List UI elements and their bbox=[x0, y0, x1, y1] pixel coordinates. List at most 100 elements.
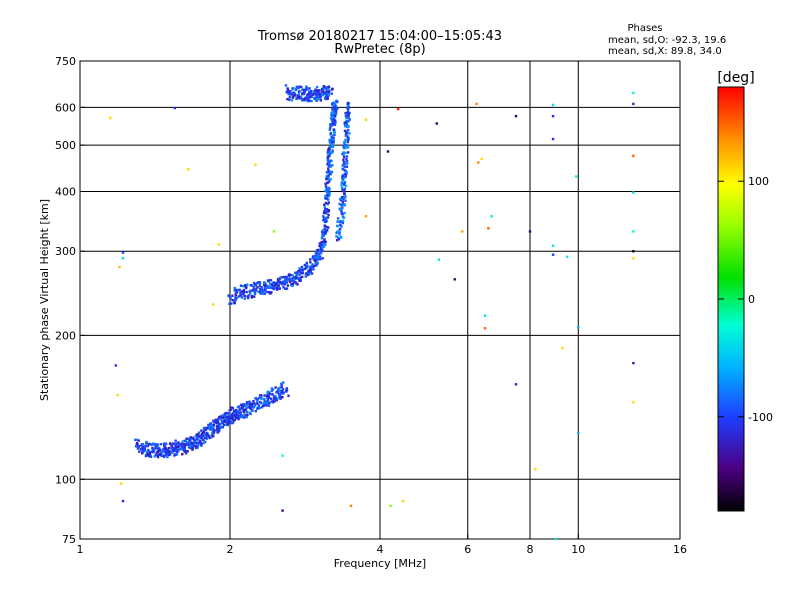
trace-point bbox=[242, 408, 246, 412]
trace-point bbox=[142, 449, 146, 453]
trace-point bbox=[194, 434, 198, 437]
trace-point bbox=[221, 425, 224, 429]
trace-point bbox=[298, 279, 301, 282]
trace-point bbox=[265, 404, 268, 407]
x-axis-ticks: 1 2 4 6 8 10 16 bbox=[77, 534, 687, 556]
trace-point bbox=[283, 282, 287, 285]
trace-point bbox=[324, 185, 328, 188]
trace-point bbox=[256, 402, 259, 405]
trace-point bbox=[309, 93, 312, 96]
scatter-point bbox=[632, 400, 635, 404]
trace-point bbox=[343, 181, 347, 184]
trace-point bbox=[329, 152, 332, 155]
trace-point bbox=[234, 409, 238, 412]
trace-point bbox=[280, 385, 283, 388]
trace-point bbox=[207, 424, 210, 427]
trace-point bbox=[315, 89, 318, 92]
trace-point bbox=[323, 228, 326, 231]
trace-point bbox=[223, 418, 226, 422]
trace-point bbox=[229, 408, 232, 412]
trace-point bbox=[153, 455, 156, 458]
trace-point bbox=[257, 404, 261, 407]
trace-point bbox=[305, 261, 308, 265]
trace-point bbox=[274, 386, 277, 389]
trace-point bbox=[327, 174, 330, 177]
trace-point bbox=[194, 446, 198, 450]
trace-point bbox=[223, 414, 226, 418]
trace-point bbox=[260, 394, 263, 397]
trace-point bbox=[159, 443, 163, 446]
trace-point bbox=[323, 91, 327, 95]
trace-point bbox=[304, 85, 308, 88]
trace-point bbox=[169, 442, 172, 445]
y-tick-label: 400 bbox=[55, 185, 76, 198]
scatter-point bbox=[561, 347, 564, 350]
trace-point bbox=[141, 452, 144, 455]
trace-point bbox=[329, 172, 332, 176]
scatter-point bbox=[483, 314, 487, 317]
trace-point bbox=[162, 442, 166, 446]
trace-point bbox=[287, 274, 291, 278]
trace-point bbox=[346, 106, 350, 109]
trace-point bbox=[311, 263, 314, 266]
trace-point bbox=[220, 417, 223, 420]
scatter-point bbox=[483, 327, 487, 330]
trace-point bbox=[287, 92, 290, 96]
trace-point bbox=[336, 217, 340, 220]
trace-point bbox=[316, 261, 319, 265]
trace-point bbox=[253, 291, 257, 294]
trace-point bbox=[175, 450, 179, 453]
trace-point bbox=[325, 187, 328, 190]
trace-point bbox=[263, 289, 266, 292]
trace-point bbox=[236, 413, 239, 417]
trace-point bbox=[278, 386, 282, 389]
trace-point bbox=[264, 284, 267, 288]
trace-point bbox=[281, 389, 284, 393]
trace-point bbox=[200, 435, 203, 438]
trace-point bbox=[326, 158, 329, 162]
trace-point bbox=[200, 444, 203, 447]
trace-point bbox=[299, 268, 302, 272]
trace-point bbox=[342, 151, 345, 154]
y-tick-label: 200 bbox=[55, 329, 76, 342]
trace-point bbox=[202, 438, 205, 442]
trace-point bbox=[327, 213, 330, 217]
trace-point bbox=[344, 125, 347, 128]
trace-point bbox=[341, 167, 344, 171]
trace-point bbox=[336, 230, 340, 233]
trace-point bbox=[342, 146, 346, 150]
trace-point bbox=[327, 167, 330, 170]
trace-point bbox=[291, 96, 295, 99]
x-tick-label: 6 bbox=[464, 543, 471, 556]
trace-point bbox=[297, 95, 300, 98]
trace-point bbox=[281, 392, 285, 395]
trace-point bbox=[256, 286, 259, 289]
trace-point bbox=[295, 97, 298, 101]
trace-point bbox=[321, 257, 324, 260]
trace-point bbox=[308, 268, 312, 271]
trace-point bbox=[268, 401, 271, 404]
scatter-point bbox=[120, 482, 123, 485]
trace-point bbox=[315, 264, 318, 267]
trace-point bbox=[264, 288, 267, 291]
scatter-point bbox=[364, 118, 368, 121]
trace-point bbox=[341, 201, 344, 204]
trace-point bbox=[238, 415, 242, 418]
trace-point bbox=[208, 427, 211, 430]
scatter-point bbox=[554, 537, 557, 541]
trace-point bbox=[269, 285, 272, 288]
trace-point bbox=[256, 407, 260, 410]
trace-point bbox=[155, 451, 158, 455]
trace-point bbox=[266, 400, 270, 403]
trace-point bbox=[320, 240, 323, 244]
trace-point bbox=[300, 85, 303, 89]
trace-point bbox=[228, 409, 231, 412]
trace-point bbox=[322, 245, 326, 248]
trace-point bbox=[345, 155, 349, 158]
trace-point bbox=[276, 279, 280, 282]
trace-point bbox=[280, 281, 283, 284]
trace-point bbox=[234, 294, 237, 297]
trace-point bbox=[260, 286, 264, 289]
trace-point bbox=[336, 220, 339, 223]
trace-point bbox=[323, 97, 327, 100]
